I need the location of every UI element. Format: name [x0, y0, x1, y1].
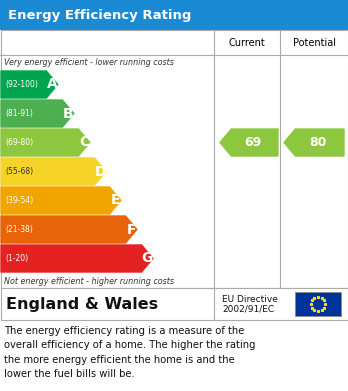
Polygon shape [1, 129, 90, 156]
Text: F: F [126, 222, 136, 237]
Text: England & Wales: England & Wales [6, 296, 158, 312]
Text: 2002/91/EC: 2002/91/EC [222, 305, 274, 314]
Polygon shape [1, 71, 58, 98]
Bar [0, 0, 348, 30]
Text: (1-20): (1-20) [5, 254, 28, 263]
Polygon shape [1, 100, 74, 127]
Text: The energy efficiency rating is a measure of the
overall efficiency of a home. T: The energy efficiency rating is a measur… [4, 326, 255, 379]
Text: (81-91): (81-91) [5, 109, 33, 118]
Text: C: C [79, 136, 89, 149]
Text: (21-38): (21-38) [5, 225, 33, 234]
Text: E: E [110, 194, 120, 208]
Polygon shape [1, 216, 137, 243]
Text: Very energy efficient - lower running costs: Very energy efficient - lower running co… [4, 58, 174, 67]
Text: B: B [63, 106, 73, 120]
Text: (69-80): (69-80) [5, 138, 33, 147]
Text: EU Directive: EU Directive [222, 294, 278, 303]
Text: Current: Current [229, 38, 266, 47]
Bar [295, 292, 341, 316]
Text: Energy Efficiency Rating: Energy Efficiency Rating [8, 9, 191, 22]
Polygon shape [1, 158, 106, 185]
Text: D: D [94, 165, 106, 179]
Bar [0, 30, 348, 288]
Text: 69: 69 [244, 136, 262, 149]
Polygon shape [1, 187, 121, 214]
Polygon shape [220, 129, 278, 156]
Text: G: G [142, 251, 153, 265]
Polygon shape [284, 129, 344, 156]
Text: Not energy efficient - higher running costs: Not energy efficient - higher running co… [4, 277, 174, 286]
Text: (39-54): (39-54) [5, 196, 33, 205]
Text: Potential: Potential [293, 38, 335, 47]
Polygon shape [1, 245, 153, 272]
Text: A: A [47, 77, 57, 91]
Text: (55-68): (55-68) [5, 167, 33, 176]
Text: 80: 80 [309, 136, 327, 149]
Bar [0, 288, 348, 320]
Text: (92-100): (92-100) [5, 80, 38, 89]
